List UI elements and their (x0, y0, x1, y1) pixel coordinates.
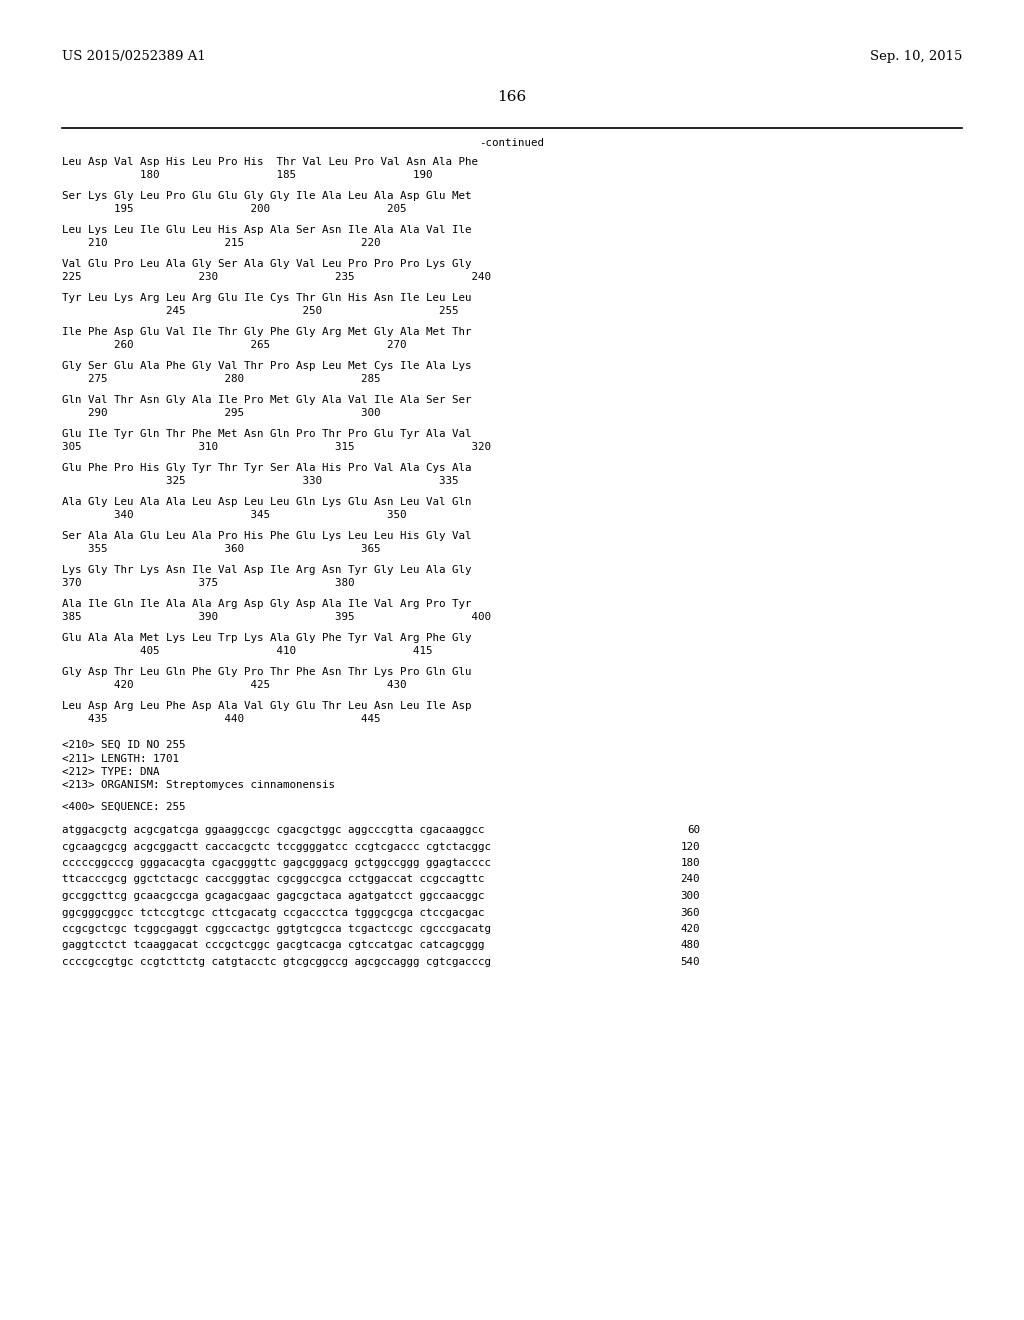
Text: 370                  375                  380: 370 375 380 (62, 578, 354, 587)
Text: 325                  330                  335: 325 330 335 (62, 477, 459, 486)
Text: 540: 540 (681, 957, 700, 968)
Text: Leu Asp Arg Leu Phe Asp Ala Val Gly Glu Thr Leu Asn Leu Ile Asp: Leu Asp Arg Leu Phe Asp Ala Val Gly Glu … (62, 701, 471, 711)
Text: 260                  265                  270: 260 265 270 (62, 341, 407, 350)
Text: <400> SEQUENCE: 255: <400> SEQUENCE: 255 (62, 803, 185, 812)
Text: Leu Asp Val Asp His Leu Pro His  Thr Val Leu Pro Val Asn Ala Phe: Leu Asp Val Asp His Leu Pro His Thr Val … (62, 157, 478, 168)
Text: Glu Ile Tyr Gln Thr Phe Met Asn Gln Pro Thr Pro Glu Tyr Ala Val: Glu Ile Tyr Gln Thr Phe Met Asn Gln Pro … (62, 429, 471, 440)
Text: Leu Lys Leu Ile Glu Leu His Asp Ala Ser Asn Ile Ala Ala Val Ile: Leu Lys Leu Ile Glu Leu His Asp Ala Ser … (62, 224, 471, 235)
Text: Tyr Leu Lys Arg Leu Arg Glu Ile Cys Thr Gln His Asn Ile Leu Leu: Tyr Leu Lys Arg Leu Arg Glu Ile Cys Thr … (62, 293, 471, 304)
Text: 420                  425                  430: 420 425 430 (62, 680, 407, 690)
Text: 305                  310                  315                  320: 305 310 315 320 (62, 442, 490, 451)
Text: cgcaagcgcg acgcggactt caccacgctc tccggggatcc ccgtcgaccc cgtctacggc: cgcaagcgcg acgcggactt caccacgctc tccgggg… (62, 842, 490, 851)
Text: 340                  345                  350: 340 345 350 (62, 510, 407, 520)
Text: Ser Lys Gly Leu Pro Glu Glu Gly Gly Ile Ala Leu Ala Asp Glu Met: Ser Lys Gly Leu Pro Glu Glu Gly Gly Ile … (62, 191, 471, 201)
Text: Gln Val Thr Asn Gly Ala Ile Pro Met Gly Ala Val Ile Ala Ser Ser: Gln Val Thr Asn Gly Ala Ile Pro Met Gly … (62, 395, 471, 405)
Text: Ala Ile Gln Ile Ala Ala Arg Asp Gly Asp Ala Ile Val Arg Pro Tyr: Ala Ile Gln Ile Ala Ala Arg Asp Gly Asp … (62, 599, 471, 609)
Text: 120: 120 (681, 842, 700, 851)
Text: Lys Gly Thr Lys Asn Ile Val Asp Ile Arg Asn Tyr Gly Leu Ala Gly: Lys Gly Thr Lys Asn Ile Val Asp Ile Arg … (62, 565, 471, 576)
Text: Ser Ala Ala Glu Leu Ala Pro His Phe Glu Lys Leu Leu His Gly Val: Ser Ala Ala Glu Leu Ala Pro His Phe Glu … (62, 531, 471, 541)
Text: gccggcttcg gcaacgccga gcagacgaac gagcgctaca agatgatcct ggccaacggc: gccggcttcg gcaacgccga gcagacgaac gagcgct… (62, 891, 484, 902)
Text: 245                  250                  255: 245 250 255 (62, 306, 459, 315)
Text: ggcgggcggcc tctccgtcgc cttcgacatg ccgaccctca tgggcgcga ctccgacgac: ggcgggcggcc tctccgtcgc cttcgacatg ccgacc… (62, 908, 484, 917)
Text: 300: 300 (681, 891, 700, 902)
Text: Glu Ala Ala Met Lys Leu Trp Lys Ala Gly Phe Tyr Val Arg Phe Gly: Glu Ala Ala Met Lys Leu Trp Lys Ala Gly … (62, 634, 471, 643)
Text: Glu Phe Pro His Gly Tyr Thr Tyr Ser Ala His Pro Val Ala Cys Ala: Glu Phe Pro His Gly Tyr Thr Tyr Ser Ala … (62, 463, 471, 473)
Text: atggacgctg acgcgatcga ggaaggccgc cgacgctggc aggcccgtta cgacaaggcc: atggacgctg acgcgatcga ggaaggccgc cgacgct… (62, 825, 484, 836)
Text: Gly Asp Thr Leu Gln Phe Gly Pro Thr Phe Asn Thr Lys Pro Gln Glu: Gly Asp Thr Leu Gln Phe Gly Pro Thr Phe … (62, 667, 471, 677)
Text: Gly Ser Glu Ala Phe Gly Val Thr Pro Asp Leu Met Cys Ile Ala Lys: Gly Ser Glu Ala Phe Gly Val Thr Pro Asp … (62, 360, 471, 371)
Text: 166: 166 (498, 90, 526, 104)
Text: 360: 360 (681, 908, 700, 917)
Text: 355                  360                  365: 355 360 365 (62, 544, 381, 554)
Text: US 2015/0252389 A1: US 2015/0252389 A1 (62, 50, 206, 63)
Text: <213> ORGANISM: Streptomyces cinnamonensis: <213> ORGANISM: Streptomyces cinnamonens… (62, 780, 335, 791)
Text: -continued: -continued (479, 139, 545, 148)
Text: 435                  440                  445: 435 440 445 (62, 714, 381, 723)
Text: 290                  295                  300: 290 295 300 (62, 408, 381, 418)
Text: 420: 420 (681, 924, 700, 935)
Text: 180                  185                  190: 180 185 190 (62, 170, 432, 180)
Text: 385                  390                  395                  400: 385 390 395 400 (62, 612, 490, 622)
Text: Val Glu Pro Leu Ala Gly Ser Ala Gly Val Leu Pro Pro Pro Lys Gly: Val Glu Pro Leu Ala Gly Ser Ala Gly Val … (62, 259, 471, 269)
Text: <212> TYPE: DNA: <212> TYPE: DNA (62, 767, 160, 777)
Text: 240: 240 (681, 874, 700, 884)
Text: ttcacccgcg ggctctacgc caccgggtac cgcggccgca cctggaccat ccgccagttc: ttcacccgcg ggctctacgc caccgggtac cgcggcc… (62, 874, 484, 884)
Text: 275                  280                  285: 275 280 285 (62, 374, 381, 384)
Text: <211> LENGTH: 1701: <211> LENGTH: 1701 (62, 754, 179, 763)
Text: 405                  410                  415: 405 410 415 (62, 645, 432, 656)
Text: 210                  215                  220: 210 215 220 (62, 238, 381, 248)
Text: Sep. 10, 2015: Sep. 10, 2015 (869, 50, 962, 63)
Text: <210> SEQ ID NO 255: <210> SEQ ID NO 255 (62, 741, 185, 750)
Text: gaggtcctct tcaaggacat cccgctcggc gacgtcacga cgtccatgac catcagcggg: gaggtcctct tcaaggacat cccgctcggc gacgtca… (62, 940, 484, 950)
Text: Ile Phe Asp Glu Val Ile Thr Gly Phe Gly Arg Met Gly Ala Met Thr: Ile Phe Asp Glu Val Ile Thr Gly Phe Gly … (62, 327, 471, 337)
Text: 480: 480 (681, 940, 700, 950)
Text: 225                  230                  235                  240: 225 230 235 240 (62, 272, 490, 282)
Text: ccgcgctcgc tcggcgaggt cggccactgc ggtgtcgcca tcgactccgc cgcccgacatg: ccgcgctcgc tcggcgaggt cggccactgc ggtgtcg… (62, 924, 490, 935)
Text: 60: 60 (687, 825, 700, 836)
Text: 195                  200                  205: 195 200 205 (62, 205, 407, 214)
Text: 180: 180 (681, 858, 700, 869)
Text: Ala Gly Leu Ala Ala Leu Asp Leu Leu Gln Lys Glu Asn Leu Val Gln: Ala Gly Leu Ala Ala Leu Asp Leu Leu Gln … (62, 498, 471, 507)
Text: ccccgccgtgc ccgtcttctg catgtacctc gtcgcggccg agcgccaggg cgtcgacccg: ccccgccgtgc ccgtcttctg catgtacctc gtcgcg… (62, 957, 490, 968)
Text: cccccggcccg gggacacgta cgacgggttc gagcgggacg gctggccggg ggagtacccc: cccccggcccg gggacacgta cgacgggttc gagcgg… (62, 858, 490, 869)
